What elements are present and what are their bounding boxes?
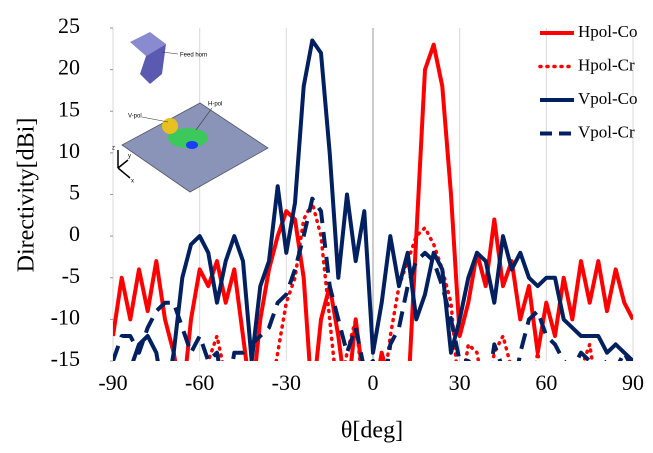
y-tick-label: -15: [51, 346, 80, 371]
y-tick-label: 20: [58, 55, 80, 80]
inset-label: H-pol: [208, 102, 222, 108]
legend-label: Vpol-Co: [578, 89, 638, 108]
y-tick-label: 5: [69, 180, 80, 205]
legend-label: Hpol-Cr: [578, 55, 635, 74]
inset-label: x: [131, 179, 134, 185]
y-tick-label: -5: [62, 263, 80, 288]
y-tick-label: -10: [51, 304, 80, 329]
inset-label: z: [112, 146, 115, 152]
inset-label: Feed horn: [180, 53, 207, 59]
y-tick-label: 10: [58, 138, 80, 163]
x-tick-label: -90: [98, 370, 127, 395]
legend-label: Vpol-Cr: [578, 122, 635, 141]
inset-image: Feed horn V-pol H-pol z y x: [112, 32, 268, 192]
beam-blob: [186, 141, 198, 149]
pointer: [142, 117, 168, 122]
chart: Feed horn V-pol H-pol z y x θ[deg] Direc…: [0, 0, 653, 448]
x-tick-label: 60: [535, 370, 557, 395]
x-tick-label: 90: [622, 370, 644, 395]
y-axis-label: Directivity[dBi]: [14, 118, 40, 273]
beam-blob: [162, 118, 178, 134]
legend-label: Hpol-Co: [578, 22, 638, 41]
x-tick-label: 0: [368, 370, 379, 395]
inset-label: V-pol: [128, 114, 142, 120]
y-tick-label: 15: [58, 96, 80, 121]
inset-label: y: [128, 154, 131, 160]
y-tick-label: 25: [58, 13, 80, 38]
y-tick-label: 0: [69, 221, 80, 246]
x-axis-label: θ[deg]: [341, 418, 403, 444]
x-tick-label: -60: [185, 370, 214, 395]
x-tick-label: 30: [449, 370, 471, 395]
x-tick-label: -30: [272, 370, 301, 395]
